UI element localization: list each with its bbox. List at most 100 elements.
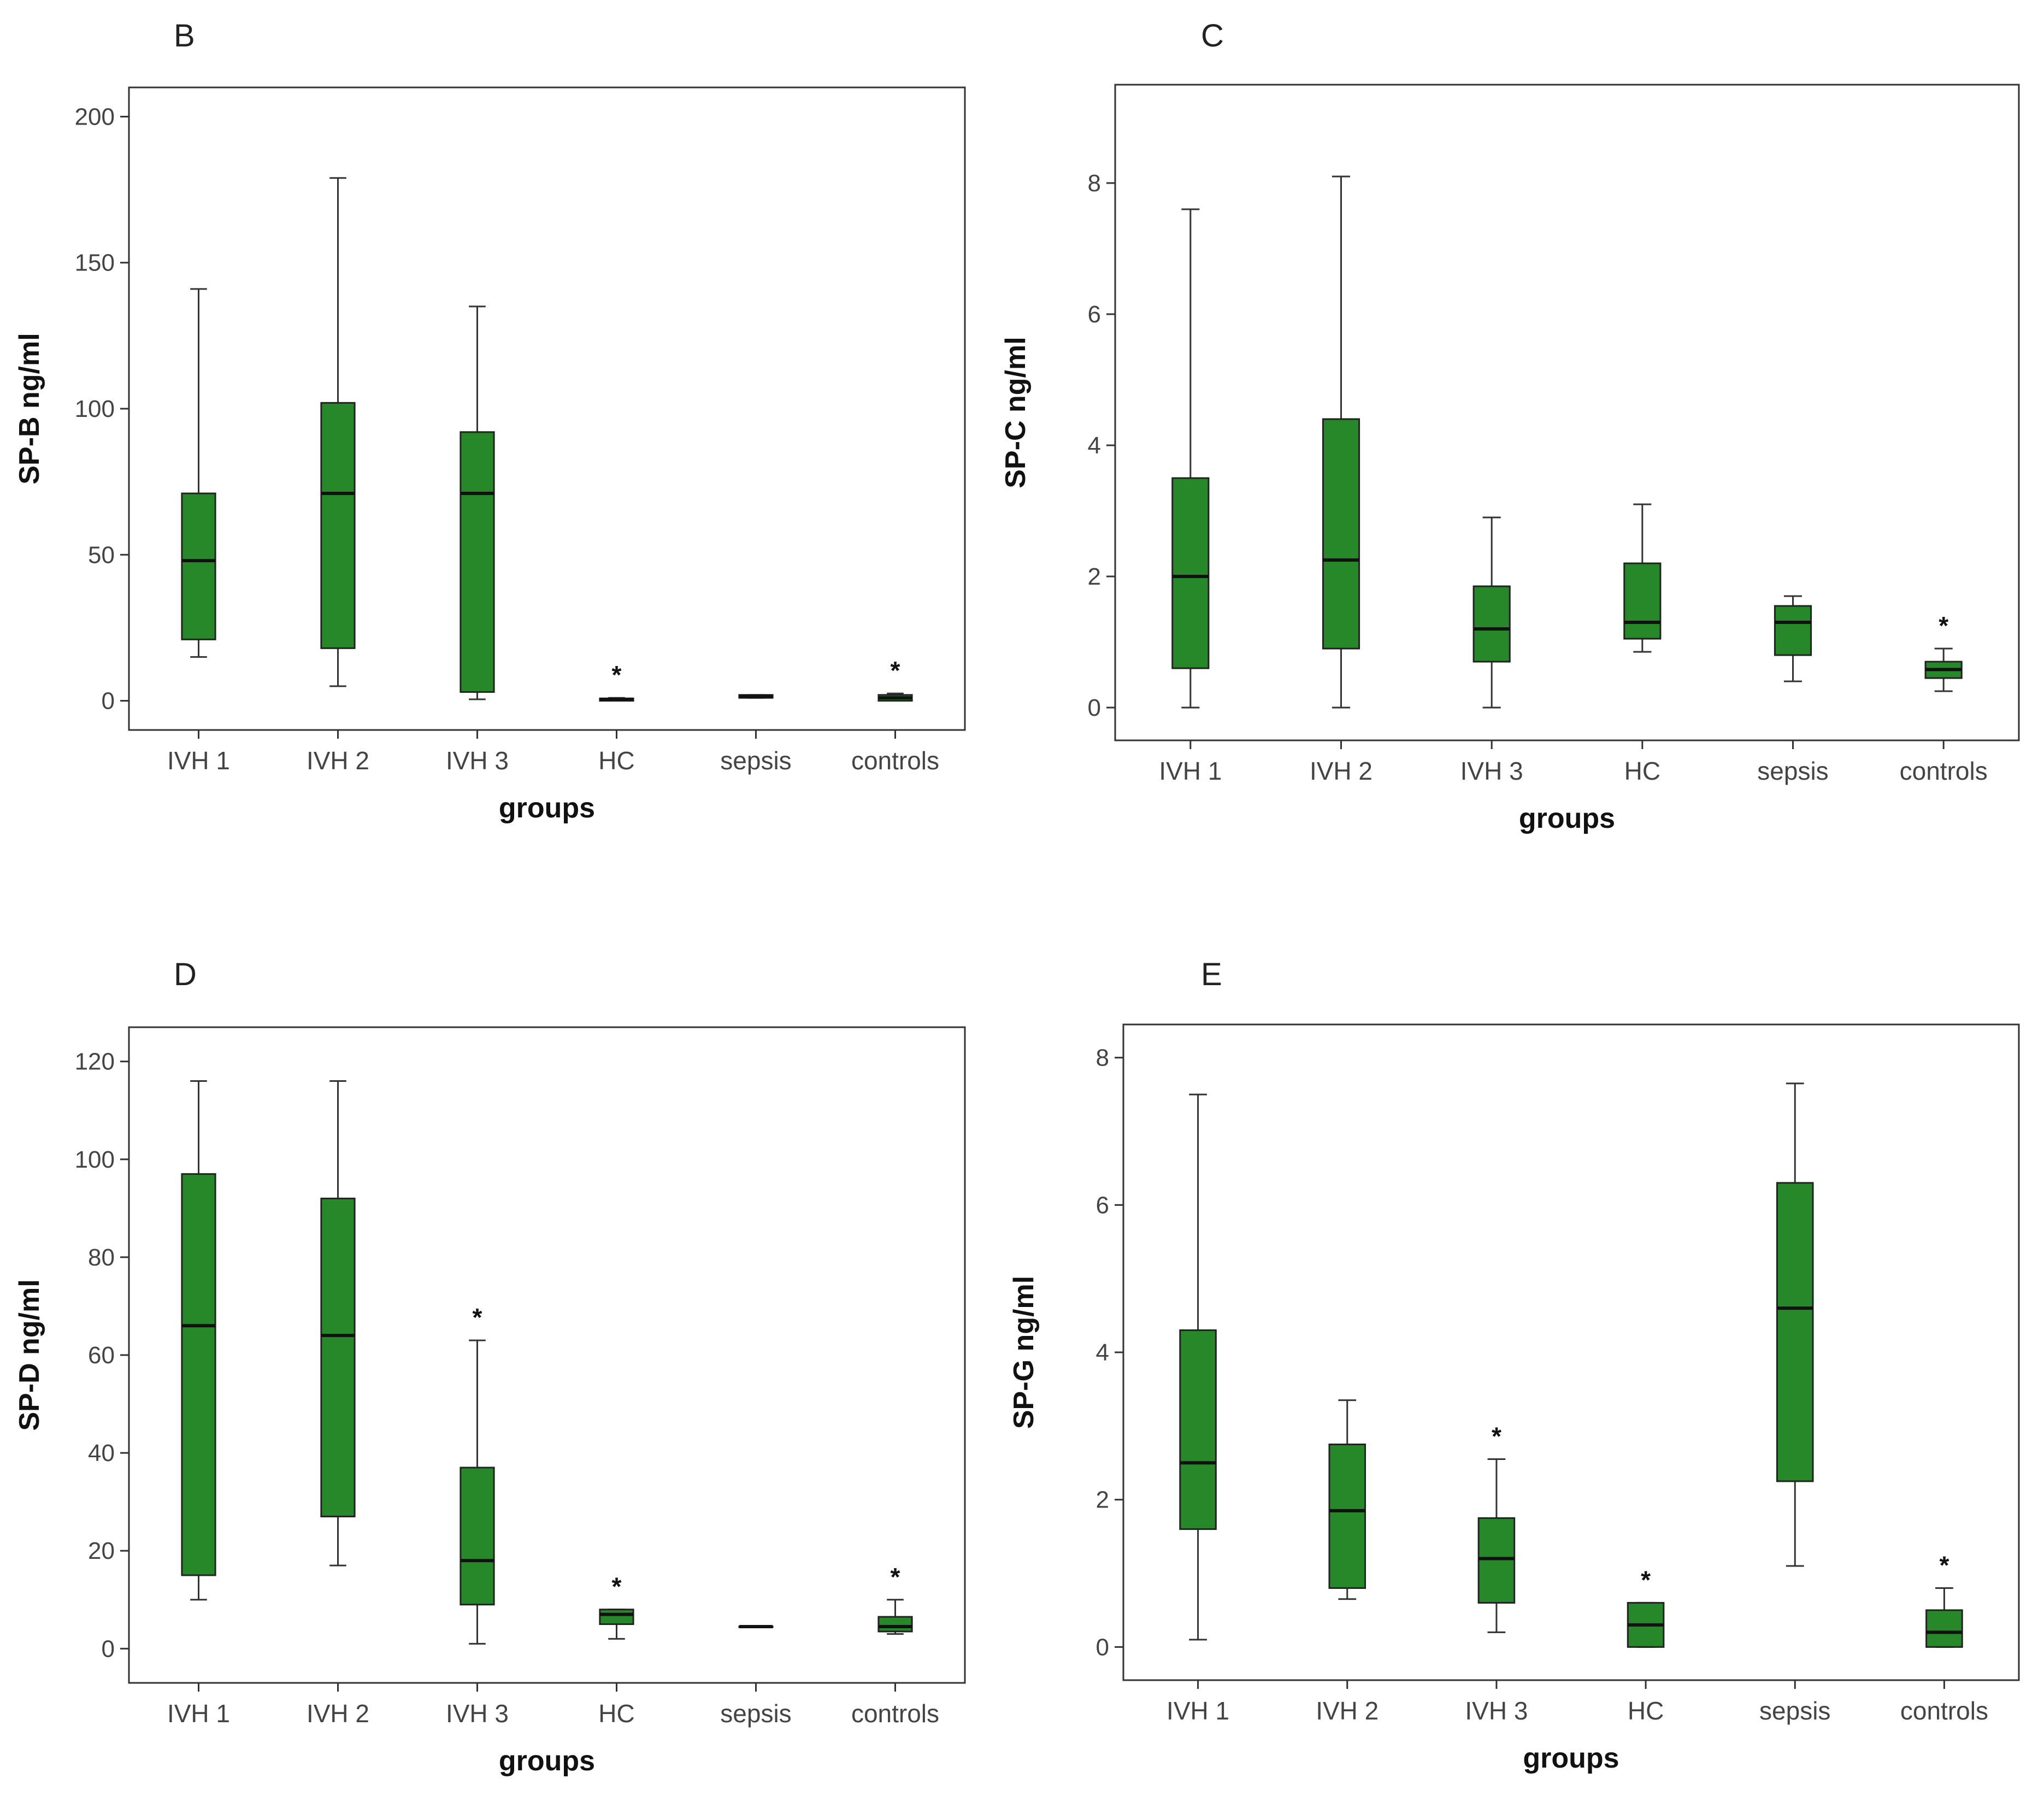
significance-asterisk: * [1492,1422,1501,1451]
panel-e: E 0 2 4 6 8 IVH 1 IVH 2 IVH 3 * HC * sepsis controls… [1008,896,2044,1802]
box-body [181,1173,216,1576]
panel-b: B 0 50 100 150 200 IVH 1 IVH 2 IVH 3 HC * sepsis co… [0,0,1016,896]
significance-asterisk: * [1939,611,1948,640]
box-hc: * [599,1573,634,1640]
plot-frame [128,1026,966,1684]
x-category-label: controls [1900,1697,1988,1725]
box-body [320,1197,356,1518]
y-axis-title: SP-B ng/ml [14,333,45,484]
plot-frame [1114,84,2020,741]
box-sepsis [1776,1082,1814,1567]
x-axis-title: groups [499,792,595,824]
y-tick-label: 60 [88,1342,115,1369]
x-category-label: IVH 3 [1465,1697,1528,1725]
box-sepsis [738,694,774,699]
box-ivh-2 [1328,1399,1366,1600]
box-body [1179,1329,1217,1530]
y-tick-label: 2 [1096,1487,1109,1514]
box-ivh-2 [320,1080,356,1567]
significance-asterisk: * [612,1573,622,1601]
x-category-label: HC [1624,757,1660,785]
y-axis-title: SP-G ng/ml [1008,1276,1040,1429]
x-category-label: HC [598,1699,634,1728]
box-body [181,492,216,640]
box-ivh-3 [1472,516,1511,709]
y-tick-label: 100 [75,396,115,422]
box-body [599,1609,634,1626]
panel-letter-d: D [174,957,197,992]
x-category-label: IVH 2 [1316,1697,1379,1725]
significance-asterisk: * [612,661,622,689]
box-hc: * [1627,1565,1665,1648]
box-body [460,1467,495,1606]
y-tick-label: 120 [75,1049,115,1075]
boxplot-chart-e: 0 2 4 6 8 IVH 1 IVH 2 IVH 3 * HC * sepsis controls * g… [1008,1023,2020,1774]
y-tick-label: 2 [1088,563,1101,590]
box-ivh-2 [1322,175,1360,709]
box-body [1774,605,1812,656]
x-category-label: IVH 3 [1460,757,1523,785]
x-axis-title: groups [499,1745,595,1777]
x-category-label: IVH 2 [307,746,369,775]
box-ivh-1 [181,288,216,658]
box-body [1472,585,1511,663]
x-category-label: sepsis [1757,757,1828,785]
y-tick-label: 80 [88,1244,115,1271]
x-category-label: sepsis [720,746,791,775]
y-tick-label: 50 [88,541,115,568]
box-ivh-3: * [460,1303,495,1645]
box-hc [1623,503,1662,653]
y-tick-label: 40 [88,1440,115,1467]
box-body [320,402,356,649]
box-sepsis [1774,595,1812,682]
box-body [1328,1444,1366,1589]
boxplot-chart-c: 0 2 4 6 8 IVH 1 IVH 2 IVH 3 HC sepsis controls * gro… [1000,84,2020,834]
plot-frame [1122,1023,2020,1681]
box-controls: * [1924,611,1963,692]
box-controls: * [877,1563,913,1635]
box-ivh-1 [1171,208,1210,709]
y-tick-label: 0 [102,1635,115,1662]
significance-asterisk: * [1939,1551,1949,1579]
panel-letter-c: C [1201,18,1224,54]
plot-frame [128,86,966,731]
significance-asterisk: * [1641,1565,1651,1594]
box-ivh-1 [1179,1093,1217,1641]
box-controls: * [1925,1551,1963,1648]
y-tick-label: 100 [75,1146,115,1173]
box-ivh-2 [320,177,356,687]
x-category-label: controls [1900,757,1988,785]
panel-d: D 0 20 40 60 80 100 120 IVH 1 IVH 2 IVH 3 * HC * seps… [0,896,1016,1802]
box-body [1477,1517,1516,1604]
x-category-label: sepsis [1759,1697,1830,1725]
significance-asterisk: * [473,1303,482,1332]
x-category-label: IVH 2 [307,1699,369,1728]
panel-letter-b: B [174,18,195,54]
x-category-label: IVH 1 [1167,1697,1229,1725]
significance-asterisk: * [891,1563,900,1591]
y-tick-label: 8 [1088,170,1101,197]
boxplot-chart-d: 0 20 40 60 80 100 120 IVH 1 IVH 2 IVH 3 * HC * sepsis… [14,1026,966,1777]
box-body [877,1616,913,1633]
x-category-label: IVH 1 [1159,757,1222,785]
y-tick-label: 200 [75,103,115,130]
box-hc: * [599,661,634,702]
boxplot-chart-b: 0 50 100 150 200 IVH 1 IVH 2 IVH 3 HC * sepsis cont… [14,86,966,824]
box-body [460,431,495,693]
y-tick-label: 0 [1096,1634,1109,1660]
x-category-label: IVH 1 [167,1699,230,1728]
y-tick-label: 8 [1096,1045,1109,1071]
y-tick-label: 4 [1096,1339,1109,1366]
x-category-label: HC [598,746,634,775]
y-tick-label: 0 [102,688,115,715]
box-body [1171,477,1210,669]
x-category-label: IVH 3 [446,746,509,775]
x-axis-title: groups [1523,1742,1619,1774]
y-tick-label: 6 [1088,301,1101,328]
y-axis-title: SP-C ng/ml [1000,337,1032,488]
box-ivh-3 [460,305,495,700]
significance-asterisk: * [891,656,900,685]
box-body [1776,1182,1814,1482]
x-category-label: HC [1628,1697,1664,1725]
y-axis-title: SP-D ng/ml [14,1279,45,1430]
